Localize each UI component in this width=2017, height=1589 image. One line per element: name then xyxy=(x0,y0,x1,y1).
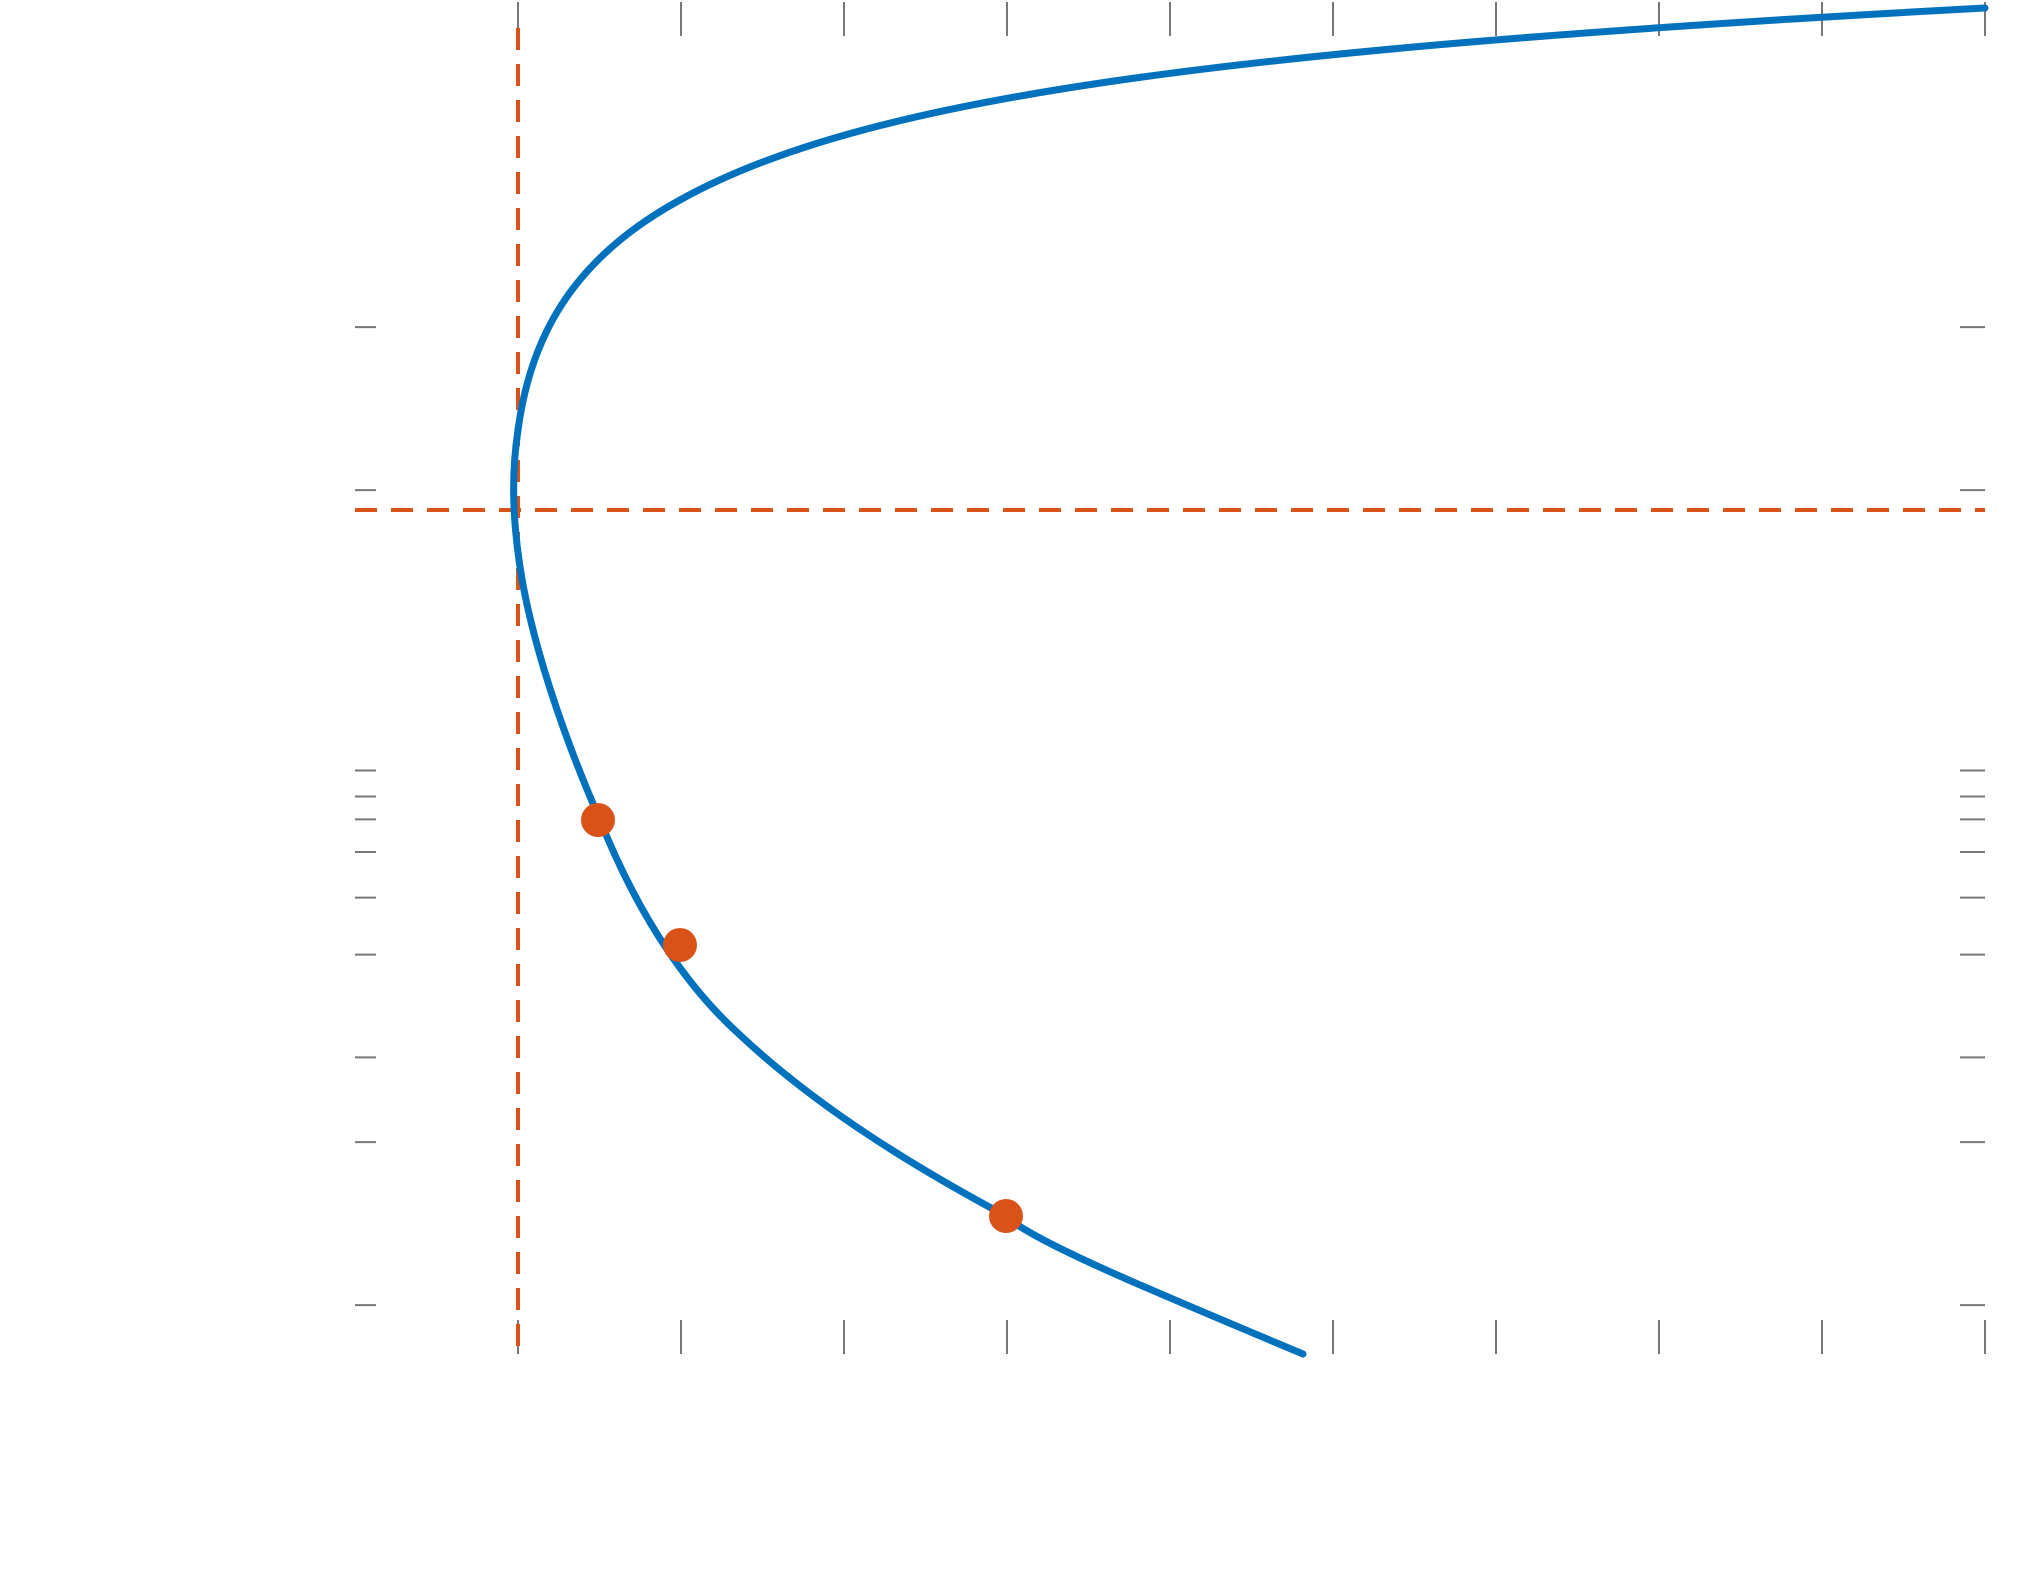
data-point xyxy=(989,1199,1023,1233)
curve-line xyxy=(510,4,1989,1358)
curve-series xyxy=(510,4,1989,1358)
axis-ticks xyxy=(355,2,1986,1354)
reference-lines xyxy=(355,28,1985,1354)
highlight-points xyxy=(581,803,1023,1233)
data-point xyxy=(663,928,697,962)
data-point xyxy=(581,803,615,837)
